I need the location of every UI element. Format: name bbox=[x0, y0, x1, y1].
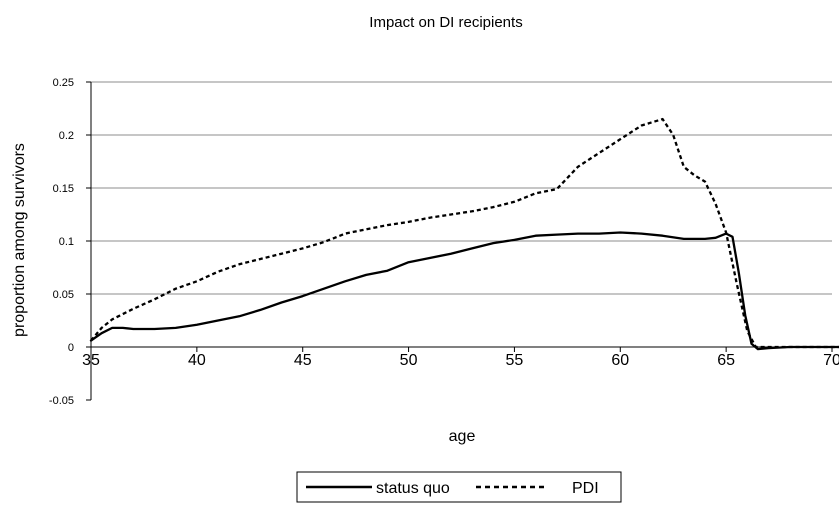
x-tick-label: 40 bbox=[188, 352, 206, 369]
y-tick-label: 0.2 bbox=[59, 130, 74, 142]
y-tick-label: 0.25 bbox=[53, 77, 74, 89]
series-lines bbox=[89, 117, 839, 351]
legend-label-pdi: PDI bbox=[572, 480, 599, 497]
x-tick-label: 45 bbox=[294, 352, 312, 369]
x-axis-ticks: 35 40 45 50 55 60 65 70 bbox=[82, 347, 839, 369]
legend-label-status-quo: status quo bbox=[376, 480, 450, 497]
x-tick-label: 35 bbox=[82, 352, 100, 369]
y-axis-ticks: 0.25 0.2 0.15 0.1 0.05 0 -0.05 bbox=[49, 77, 91, 407]
series-line-status-quo bbox=[89, 231, 839, 351]
y-tick-label: 0.1 bbox=[59, 236, 74, 248]
y-tick-label: 0.05 bbox=[53, 289, 74, 301]
series-line-pdi bbox=[90, 117, 839, 349]
y-tick-label: 0.15 bbox=[53, 183, 74, 195]
y-axis-label: proportion among survivors bbox=[11, 143, 28, 337]
chart-title: Impact on DI recipients bbox=[369, 14, 522, 31]
gridlines bbox=[91, 81, 832, 295]
x-axis-label: age bbox=[449, 428, 476, 445]
x-tick-label: 65 bbox=[717, 352, 735, 369]
legend: status quo PDI bbox=[296, 471, 622, 503]
x-tick-label: 70 bbox=[823, 352, 839, 369]
y-tick-label: 0 bbox=[68, 342, 74, 354]
y-tick-label: -0.05 bbox=[49, 395, 74, 407]
x-tick-label: 60 bbox=[611, 352, 629, 369]
x-tick-label: 55 bbox=[506, 352, 524, 369]
x-tick-label: 50 bbox=[400, 352, 418, 369]
